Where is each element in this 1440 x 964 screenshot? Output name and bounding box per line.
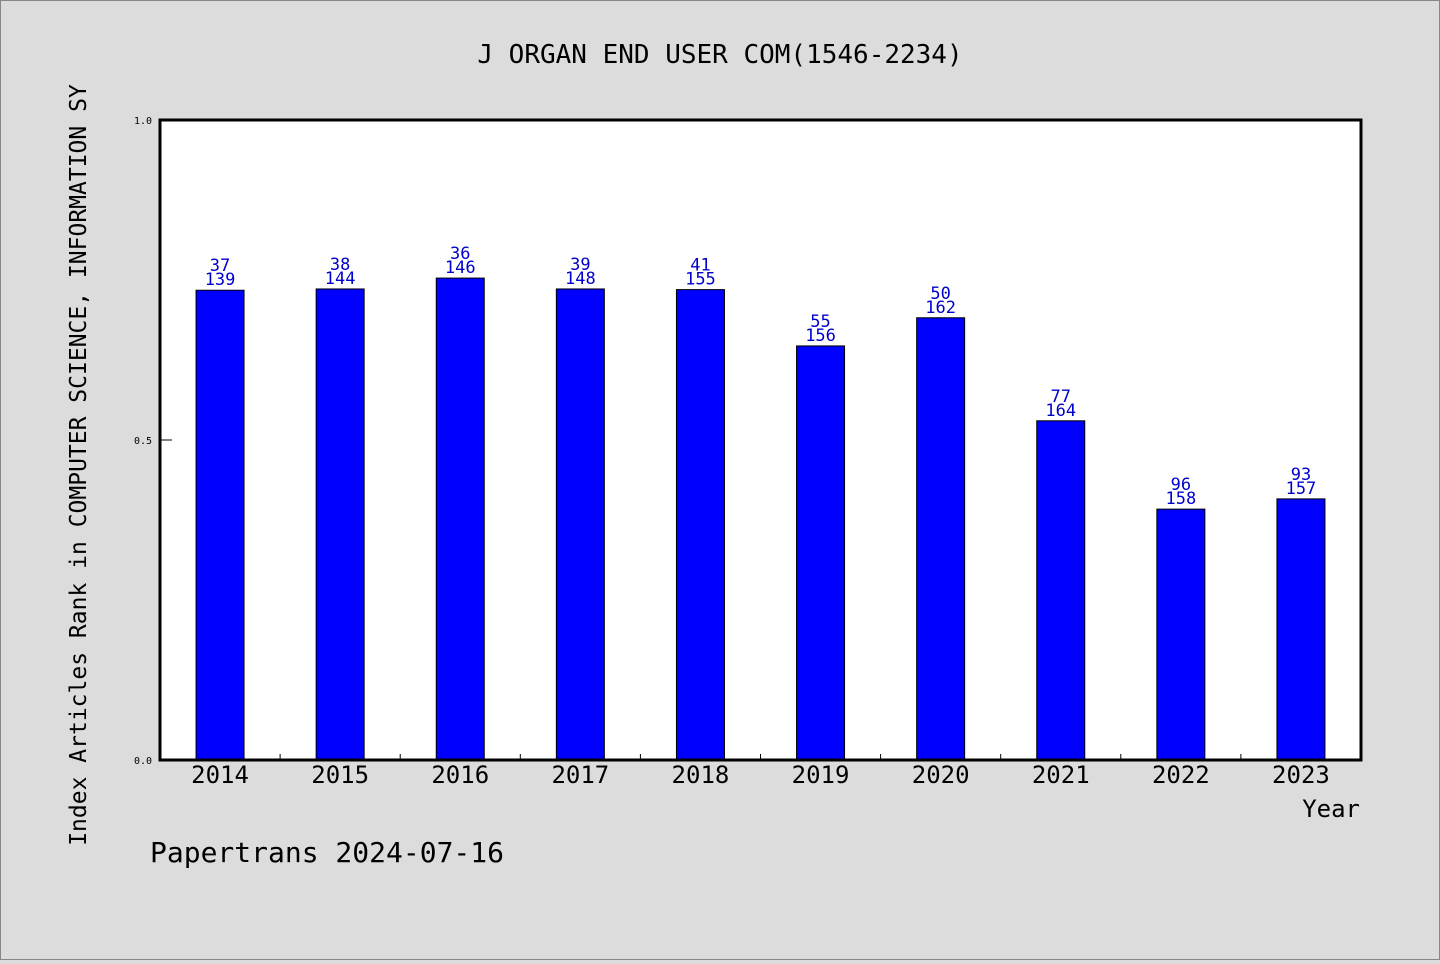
bar-2021 bbox=[1036, 420, 1086, 761]
x-tick-label: 2020 bbox=[912, 761, 970, 789]
bar-rank-label: 41 bbox=[690, 256, 710, 276]
bar-total-label: 139 bbox=[205, 270, 236, 290]
x-tick-label: 2015 bbox=[311, 761, 369, 789]
bar-total-label: 148 bbox=[565, 269, 596, 289]
bar-rank-label: 96 bbox=[1171, 475, 1191, 495]
bar-total-label: 164 bbox=[1045, 401, 1076, 421]
bar-2018 bbox=[675, 289, 725, 761]
bar-rank-label: 36 bbox=[450, 244, 470, 264]
bar-2017 bbox=[555, 288, 605, 761]
x-tick-label: 2022 bbox=[1152, 761, 1210, 789]
bars-layer bbox=[195, 277, 1326, 761]
x-tick-label: 2021 bbox=[1032, 761, 1090, 789]
bar-rank-label: 77 bbox=[1051, 387, 1071, 407]
y-tick-label: 0.5 bbox=[134, 436, 152, 447]
x-tick-label: 2018 bbox=[672, 761, 730, 789]
chart-title: J ORGAN END USER COM(1546-2234) bbox=[477, 40, 962, 70]
bar-2014 bbox=[195, 289, 245, 761]
bar-total-label: 155 bbox=[685, 270, 716, 290]
bar-2019 bbox=[796, 345, 846, 761]
x-tick-label: 2014 bbox=[191, 761, 249, 789]
plot-frame bbox=[158, 118, 1363, 762]
bar-total-label: 157 bbox=[1286, 479, 1317, 499]
bar-rank-label: 55 bbox=[810, 312, 830, 332]
bar-rank-label: 37 bbox=[210, 256, 230, 276]
bar-2023 bbox=[1276, 498, 1326, 761]
x-tick-label: 2016 bbox=[431, 761, 489, 789]
x-tick-label: 2019 bbox=[792, 761, 850, 789]
bar-rank-label: 93 bbox=[1291, 465, 1311, 485]
y-tick-label: 0.0 bbox=[134, 756, 152, 767]
bar-total-label: 162 bbox=[925, 298, 956, 318]
bar-2015 bbox=[315, 288, 365, 761]
x-tick-label: 2017 bbox=[551, 761, 609, 789]
footer-stamp: Papertrans 2024-07-16 bbox=[150, 836, 504, 869]
bar-2022 bbox=[1156, 508, 1206, 761]
bar-rank-label: 50 bbox=[930, 284, 950, 304]
bar-total-label: 156 bbox=[805, 326, 836, 346]
bar-total-label: 146 bbox=[445, 258, 476, 278]
x-tick-label: 2023 bbox=[1272, 761, 1330, 789]
x-axis: 2014 2015 2016 2017 2018 2019 2020 2021 2022 2023 bbox=[191, 754, 1330, 789]
y-axis-title: Index Articles Rank in COMPUTER SCIENCE,… bbox=[66, 84, 92, 846]
bar-2016 bbox=[435, 277, 485, 761]
y-tick-label: 1.0 bbox=[134, 116, 152, 127]
bar-rank-label: 38 bbox=[330, 255, 350, 275]
x-axis-title: Year bbox=[1302, 795, 1360, 823]
bar-total-label: 158 bbox=[1165, 489, 1196, 509]
bar-total-label: 144 bbox=[325, 269, 356, 289]
bar-2020 bbox=[916, 317, 966, 761]
bar-rank-label: 39 bbox=[570, 255, 590, 275]
